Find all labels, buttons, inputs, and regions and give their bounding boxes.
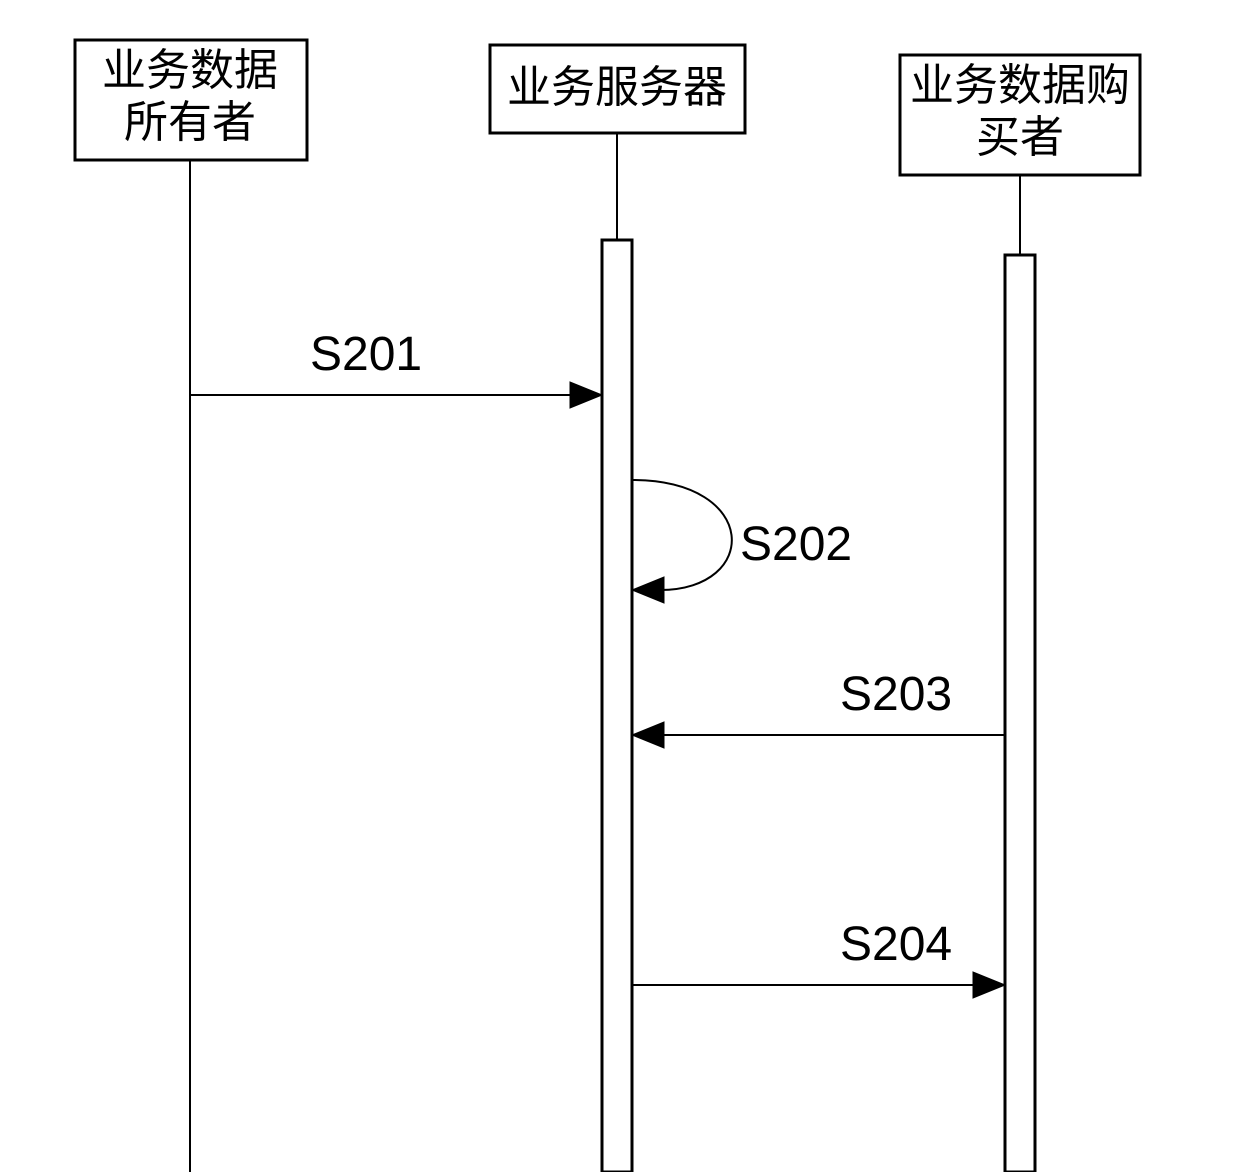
lifeline-owner-label-line1: 业务数据 <box>102 46 278 95</box>
lifeline-buyer: 业务数据购 买者 <box>900 55 1140 1172</box>
message-s204-arrowhead <box>973 972 1005 998</box>
message-s204: S204 <box>632 918 1005 998</box>
lifeline-buyer-activation <box>1005 255 1035 1172</box>
lifeline-owner-label-line2: 所有者 <box>124 98 256 147</box>
message-s202-arrowhead <box>632 577 664 603</box>
message-s201-label: S201 <box>310 328 422 381</box>
message-s203: S203 <box>632 668 1005 748</box>
lifeline-buyer-label-line1: 业务数据购 <box>910 61 1130 110</box>
lifeline-server-activation <box>602 240 632 1172</box>
message-s201-arrowhead <box>570 382 602 408</box>
sequence-diagram: 业务数据 所有者 业务服务器 业务数据购 买者 S201 S202 S203 <box>0 0 1240 1172</box>
lifeline-buyer-label-line2: 买者 <box>976 113 1064 162</box>
message-s202-arc <box>632 480 732 590</box>
message-s204-label: S204 <box>840 918 952 971</box>
lifeline-owner: 业务数据 所有者 <box>75 40 307 1172</box>
lifeline-server-label: 业务服务器 <box>507 63 727 112</box>
lifeline-server: 业务服务器 <box>490 45 745 1172</box>
message-s202: S202 <box>632 480 852 603</box>
message-s203-arrowhead <box>632 722 664 748</box>
message-s203-label: S203 <box>840 668 952 721</box>
message-s201: S201 <box>190 328 602 408</box>
message-s202-label: S202 <box>740 518 852 571</box>
